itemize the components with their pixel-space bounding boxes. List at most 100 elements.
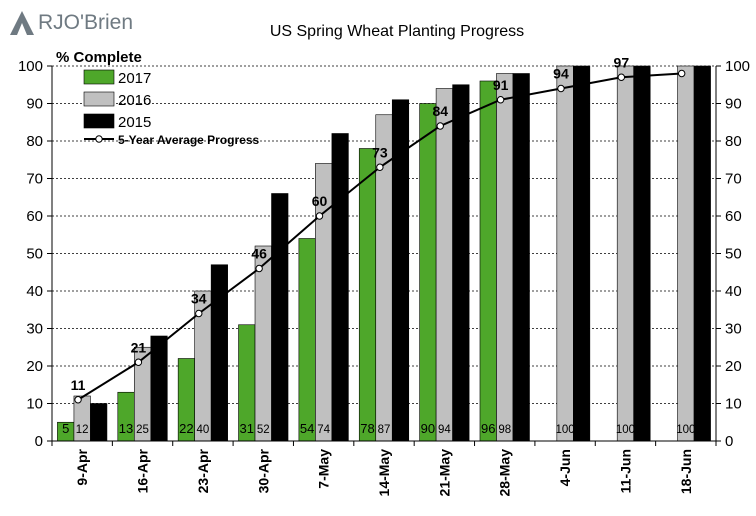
- bar-2016-30-Apr: [254, 245, 272, 442]
- y-tick-label-right: 30: [725, 321, 742, 338]
- legend-line-marker: [95, 135, 103, 143]
- bars: [57, 65, 711, 442]
- bar-label-2016: 98: [498, 424, 511, 436]
- y-tick-label-right: 70: [725, 171, 742, 188]
- x-tick-label: 21-May: [436, 449, 452, 497]
- average-point-21-May: [436, 122, 444, 130]
- legend-swatch-2016: [83, 91, 115, 107]
- y-tick-label-right: 0: [725, 433, 733, 450]
- average-label: 94: [553, 66, 569, 82]
- y-tick-label-left: 70: [26, 171, 43, 188]
- average-label: 97: [614, 54, 630, 70]
- data-labels: 5 13 22 31 54 78 90 96 12 25 40 52 74 87 94 98 100 100 100…: [62, 54, 695, 436]
- legend-swatch-2017: [83, 69, 115, 85]
- bar-label-2016: 40: [197, 424, 210, 436]
- bar-2017-21-May: [419, 103, 437, 442]
- average-point-30-Apr: [255, 264, 263, 273]
- y-tick-label-left: 90: [26, 96, 43, 113]
- bar-label-2017: 31: [240, 421, 254, 436]
- bar-label-2016: 74: [317, 424, 330, 436]
- bar-2016-18-Jun: [677, 65, 695, 442]
- y-tick-label-right: 20: [725, 358, 742, 375]
- legend-label-2016: 2016: [118, 92, 151, 109]
- y-tick-label-right: 60: [725, 208, 742, 225]
- y-tick-label-right: 80: [725, 133, 742, 150]
- bar-2015-7-May: [331, 133, 349, 442]
- x-tick-label: 30-Apr: [255, 448, 271, 493]
- bar-2015-9-Apr: [90, 403, 108, 442]
- axes: 0 0 10 10 20 20 30 30 40 40 50 50 60 60 70 70 80 80 90 90 10…: [18, 58, 750, 496]
- y-tick-label-left: 100: [18, 58, 43, 75]
- average-point-11-Jun: [617, 73, 626, 81]
- bar-label-2017: 5: [62, 421, 69, 436]
- bar-label-2016: 100: [616, 424, 635, 436]
- y-tick-label-right: 100: [725, 58, 750, 75]
- average-point-14-May: [376, 163, 384, 171]
- bar-2015-21-May: [452, 84, 470, 442]
- bar-2016-11-Jun: [616, 65, 635, 442]
- average-label: 84: [432, 103, 448, 119]
- x-tick-label: 7-May: [316, 449, 332, 489]
- y-tick-label-left: 20: [26, 358, 43, 375]
- x-tick-label: 23-Apr: [195, 448, 211, 493]
- x-tick-label: 18-Jun: [678, 449, 694, 494]
- y-tick-label-left: 30: [26, 321, 43, 338]
- legend: 2017 2016 2015 5-Year Average Progress: [83, 69, 260, 147]
- bar-label-2017: 54: [300, 421, 314, 436]
- bar-2015-11-Jun: [633, 65, 651, 442]
- x-tick-label: 14-May: [376, 449, 392, 497]
- bar-2015-23-Apr: [210, 264, 228, 442]
- y-tick-label-right: 40: [725, 283, 742, 300]
- bar-2015-14-May: [391, 99, 410, 442]
- legend-label-2017: 2017: [118, 70, 151, 87]
- bar-2016-28-May: [496, 73, 514, 442]
- y-tick-label-left: 40: [26, 283, 43, 300]
- average-point-9-Apr: [74, 396, 82, 404]
- bar-2015-4-Jun: [573, 65, 591, 442]
- bar-2015-28-May: [512, 73, 530, 442]
- average-label: 91: [493, 77, 509, 93]
- x-tick-label: 11-Jun: [617, 449, 633, 493]
- average-label: 34: [191, 291, 207, 307]
- average-label: 11: [71, 377, 86, 393]
- average-point-4-Jun: [557, 84, 565, 93]
- bar-label-2016: 52: [257, 424, 270, 436]
- average-point-28-May: [496, 96, 505, 104]
- y-tick-label-right: 50: [725, 246, 742, 263]
- average-label: 46: [251, 246, 267, 262]
- legend-swatch-2015: [83, 113, 115, 129]
- y-tick-label-right: 10: [725, 396, 742, 413]
- bar-label-2016: 100: [555, 424, 574, 436]
- x-tick-label: 4-Jun: [557, 449, 573, 486]
- bar-2015-30-Apr: [271, 193, 289, 442]
- bar-label-2017: 78: [360, 421, 374, 436]
- bar-2015-18-Jun: [693, 65, 711, 442]
- bar-label-2017: 22: [179, 421, 193, 436]
- bar-label-2017: 96: [481, 421, 495, 436]
- bar-label-2016: 25: [136, 424, 149, 436]
- average-label: 60: [312, 193, 328, 209]
- y-tick-label-left: 10: [26, 396, 43, 413]
- bar-label-2016: 100: [676, 424, 695, 436]
- x-tick-label: 9-Apr: [74, 448, 90, 485]
- bar-label-2016: 94: [438, 424, 451, 436]
- average-point-18-Jun: [677, 69, 686, 78]
- logo-mark-icon: [10, 11, 34, 35]
- bar-label-2017: 90: [421, 421, 435, 436]
- logo-text: RJO'Brien: [38, 11, 134, 34]
- bar-2017-7-May: [298, 238, 316, 442]
- y-tick-label-left: 0: [35, 433, 43, 450]
- y-tick-label-right: 90: [725, 96, 742, 113]
- bar-label-2017: 13: [119, 421, 133, 436]
- bar-2016-4-Jun: [556, 65, 574, 442]
- average-line: [74, 69, 686, 404]
- average-point-7-May: [315, 212, 324, 220]
- logo: RJO'Brien: [8, 8, 133, 38]
- average-label: 21: [131, 339, 147, 355]
- y-tick-label-left: 50: [26, 246, 43, 263]
- average-point-16-Apr: [134, 358, 143, 366]
- bar-label-2016: 87: [378, 424, 391, 436]
- y-tick-label-left: 60: [26, 208, 43, 225]
- bar-2015-16-Apr: [150, 335, 168, 442]
